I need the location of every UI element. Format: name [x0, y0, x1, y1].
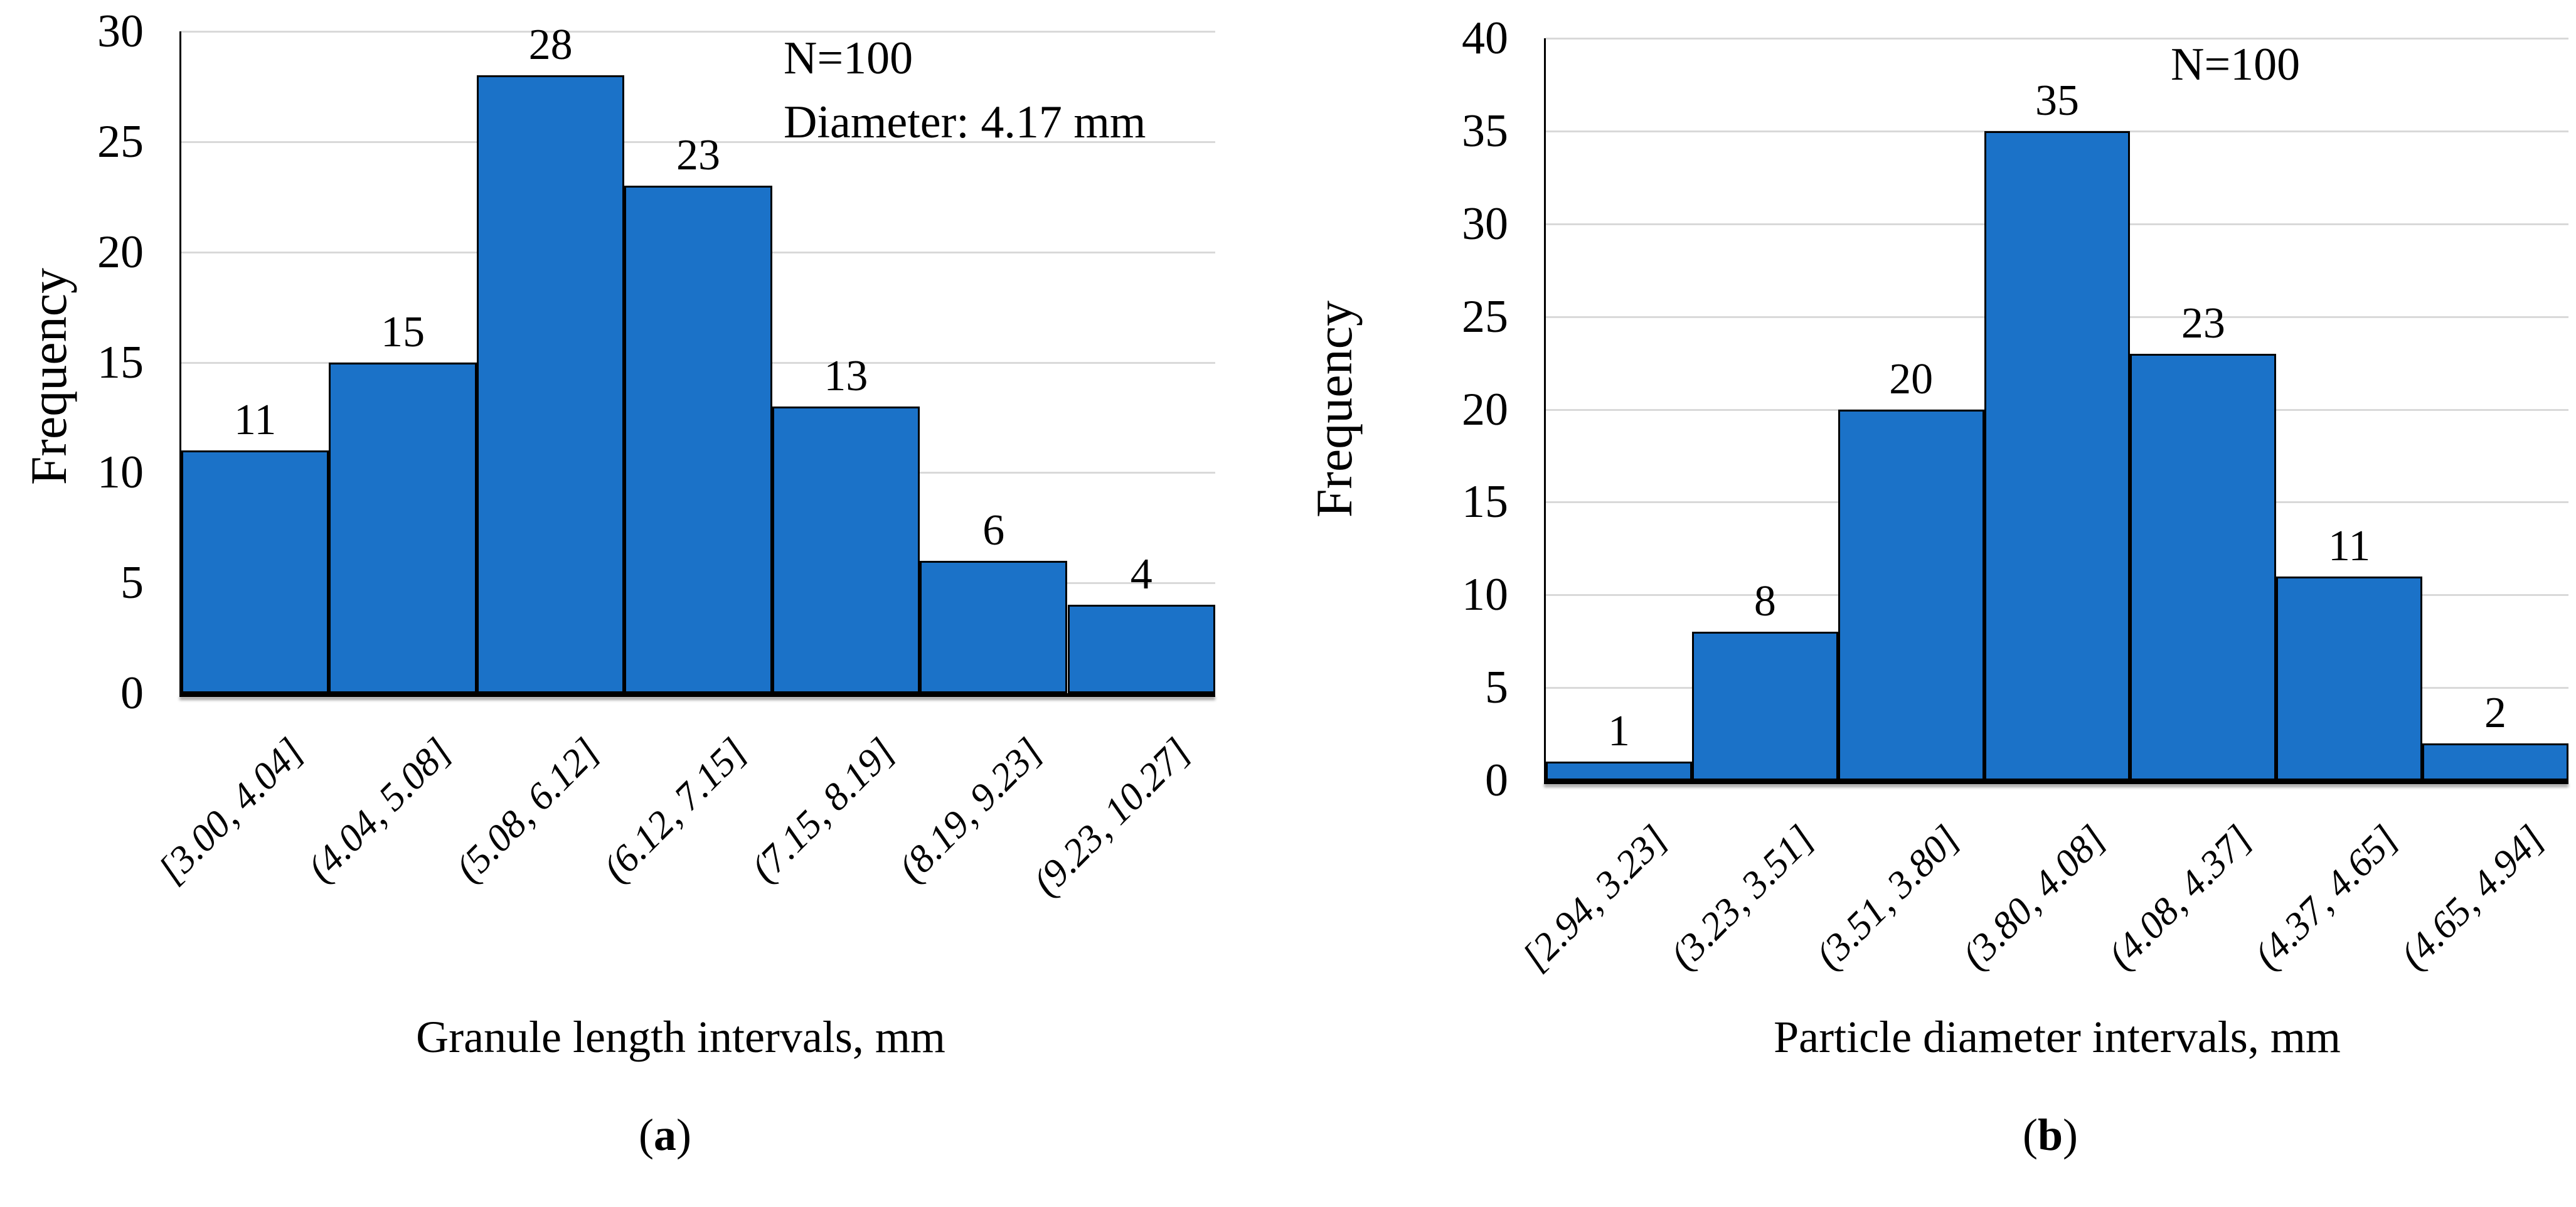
- x-tick-label: [3.00, 4.04]: [150, 730, 312, 892]
- gridline: [1546, 38, 2568, 40]
- caption-paren-open: (: [2022, 1110, 2038, 1160]
- annotation-n-count: N=100: [2171, 39, 2301, 90]
- y-axis-line: [179, 31, 181, 693]
- bar: [1546, 762, 1692, 780]
- bar-value-label: 6: [982, 506, 1005, 555]
- annotation-n-count: N=100: [784, 33, 913, 84]
- panel-caption-a: (a): [132, 1109, 1198, 1161]
- y-tick-label: 15: [1462, 476, 1508, 528]
- bar-value-label: 1: [1607, 707, 1630, 756]
- x-tick-label: (4.65, 4.94]: [2392, 817, 2553, 977]
- x-tick-label: (8.19, 9.23]: [890, 730, 1051, 890]
- caption-paren-close: ): [676, 1110, 691, 1160]
- bar: [2276, 576, 2423, 780]
- y-tick-label: 15: [97, 336, 144, 388]
- caption-paren-close: ): [2063, 1110, 2078, 1160]
- bar: [2130, 353, 2277, 780]
- gridline: [181, 31, 1215, 33]
- x-tick-label: (3.51, 3.80]: [1807, 817, 1968, 977]
- caption-letter-b: b: [2037, 1110, 2063, 1160]
- y-tick-label: 25: [1462, 290, 1508, 343]
- bar-value-label: 2: [2484, 688, 2507, 737]
- y-tick-label: 35: [1462, 105, 1508, 157]
- x-tick-label: (3.80, 4.08]: [1954, 817, 2114, 977]
- bar-value-label: 28: [528, 21, 573, 70]
- caption-paren-open: (: [639, 1110, 654, 1160]
- bar: [1067, 605, 1215, 693]
- gridline: [181, 141, 1215, 143]
- y-axis-line: [1544, 38, 1546, 780]
- y-tick-label: 20: [97, 226, 144, 278]
- bar: [329, 362, 477, 693]
- y-tick-label: 25: [97, 115, 144, 167]
- x-axis-title-b: Particle diameter intervals, mm: [1774, 1012, 2341, 1062]
- x-axis-title-a: Granule length intervals, mm: [416, 1012, 945, 1062]
- x-tick-label: (6.12, 7.15]: [595, 730, 755, 890]
- bar-value-label: 4: [1130, 550, 1152, 599]
- bar: [2422, 743, 2568, 780]
- y-tick-label: 5: [1485, 661, 1508, 713]
- bar-value-label: 23: [2181, 299, 2225, 348]
- x-tick-label: (9.23, 10.27]: [1025, 730, 1199, 904]
- caption-letter-a: a: [654, 1110, 676, 1160]
- x-tick-label: (4.08, 4.37]: [2100, 817, 2260, 977]
- y-tick-label: 40: [1462, 12, 1508, 64]
- y-tick-label: 30: [1462, 198, 1508, 250]
- annotation-b: N=100: [2171, 33, 2306, 99]
- y-axis-title-b: Frequency: [1306, 300, 1363, 518]
- y-tick-label: 10: [97, 446, 144, 498]
- bar-value-label: 35: [2035, 76, 2080, 125]
- annotation-diameter: Diameter: 4.17 mm: [784, 97, 1146, 148]
- x-axis-line: [179, 693, 1215, 697]
- bar-value-label: 11: [233, 396, 277, 445]
- y-tick-label: 5: [120, 556, 144, 609]
- bar-value-label: 23: [676, 131, 720, 180]
- bar-value-label: 13: [824, 351, 868, 400]
- y-tick-label: 0: [120, 667, 144, 719]
- histogram-panel-a: Frequency N=100 Diameter: 4.17 mm Granul…: [20, 5, 1215, 1161]
- x-tick-label: (5.08, 6.12]: [447, 730, 608, 890]
- x-tick-label: (4.37, 4.65]: [2246, 817, 2407, 977]
- bar: [1838, 409, 1984, 780]
- histogram-panel-b: Frequency N=100 Particle diameter interv…: [1288, 0, 2576, 1207]
- bar: [1984, 130, 2131, 780]
- y-tick-label: 10: [1462, 568, 1508, 620]
- bar: [1691, 632, 1838, 780]
- x-tick-label: (7.15, 8.19]: [743, 730, 903, 890]
- bar-value-label: 20: [1889, 354, 1934, 403]
- y-tick-label: 30: [97, 5, 144, 57]
- annotation-a: N=100 Diameter: 4.17 mm: [784, 26, 1151, 157]
- bar: [624, 186, 772, 693]
- bar: [476, 75, 625, 693]
- bar: [181, 450, 329, 693]
- bar-value-label: 8: [1754, 577, 1776, 626]
- x-axis-line: [1544, 780, 2568, 784]
- panel-caption-b: (b): [1517, 1109, 2576, 1161]
- x-tick-label: (3.23, 3.51]: [1661, 817, 1823, 977]
- bar: [920, 561, 1068, 693]
- y-tick-label: 20: [1462, 383, 1508, 435]
- bar: [772, 406, 920, 693]
- y-tick-label: 0: [1485, 754, 1508, 806]
- bar-value-label: 15: [381, 307, 425, 356]
- bar-value-label: 11: [2328, 521, 2371, 570]
- x-tick-label: [2.94, 3.23]: [1514, 817, 1676, 979]
- x-tick-label: (4.04, 5.08]: [299, 730, 460, 890]
